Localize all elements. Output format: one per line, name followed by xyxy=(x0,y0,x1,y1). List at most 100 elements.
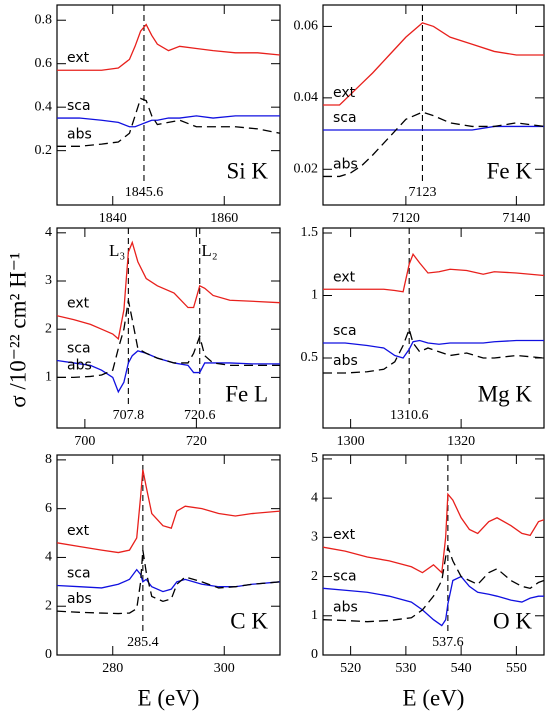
series-label: abs xyxy=(333,156,358,172)
x-tick-label: 300 xyxy=(214,661,235,676)
y-tick-label: 0 xyxy=(311,647,318,662)
series-line xyxy=(323,492,544,575)
y-tick-label: 1.5 xyxy=(301,225,319,240)
y-tick-label: 8 xyxy=(45,452,52,467)
plot-frame xyxy=(322,227,545,429)
series-label: ext xyxy=(67,50,90,66)
edge-label: 285.4 xyxy=(127,635,159,650)
y-tick-label: 0.02 xyxy=(294,162,319,177)
edge-label: 707.8 xyxy=(113,408,145,423)
series-label: ext xyxy=(333,527,356,543)
series-label: sca xyxy=(67,341,91,357)
series-label: ext xyxy=(67,523,90,539)
y-tick-label: 4 xyxy=(311,490,318,505)
y-axis-label: σ /10⁻²² cm² H⁻¹ xyxy=(5,252,30,408)
y-tick-label: 0.04 xyxy=(294,90,319,105)
x-tick-label: 720 xyxy=(186,434,207,449)
series-label: sca xyxy=(67,565,91,581)
panel: 0 1 2 3 4 5 520 530 540 550 537.6 ext sca abs O K E (eV… xyxy=(311,451,545,710)
x-tick-label: 7120 xyxy=(392,211,420,226)
edge-label: 1310.6 xyxy=(390,408,429,423)
y-tick-label: 1 xyxy=(311,608,318,623)
plot-frame xyxy=(322,454,545,656)
series-line xyxy=(323,125,544,131)
plot-frame xyxy=(56,454,281,656)
series-line xyxy=(323,111,544,178)
series-line xyxy=(57,240,280,341)
panel: 0 2 4 6 8 280 300 285.4 ext sca abs C K E (eV) xyxy=(45,452,281,710)
x-tick-label: 1860 xyxy=(210,211,238,226)
series-label: sca xyxy=(333,323,357,339)
y-tick-label: 4 xyxy=(45,550,52,565)
x-tick-label: 280 xyxy=(102,661,123,676)
y-tick-label: 2 xyxy=(311,569,318,584)
series-line xyxy=(57,469,280,554)
series-line xyxy=(57,550,280,615)
y-tick-label: 0.8 xyxy=(35,12,53,27)
x-axis-label: E (eV) xyxy=(138,685,200,710)
y-tick-label: 0.5 xyxy=(301,350,319,365)
y-tick-label: 0.2 xyxy=(35,143,53,158)
x-tick-label: 540 xyxy=(451,661,472,676)
y-tick-label: 0 xyxy=(45,647,52,662)
edge-label: 720.6 xyxy=(184,408,216,423)
series-line xyxy=(57,300,280,379)
x-tick-label: 1300 xyxy=(337,434,365,449)
series-line xyxy=(57,23,280,71)
series-label: ext xyxy=(67,296,90,312)
series-label: sca xyxy=(333,110,357,126)
panel-label: C K xyxy=(230,608,268,633)
y-tick-label: 3 xyxy=(311,530,318,545)
edge-name: L₂ xyxy=(201,241,217,260)
y-tick-label: 6 xyxy=(45,501,52,516)
series-line xyxy=(57,115,280,128)
series-label: abs xyxy=(67,126,92,142)
series-line xyxy=(323,575,544,627)
series-label: sca xyxy=(333,568,357,584)
x-axis-label: E (eV) xyxy=(403,685,465,710)
y-tick-label: 0.6 xyxy=(35,56,53,71)
x-tick-label: 520 xyxy=(340,661,361,676)
panel: 0.02 0.04 0.06 7120 7140 7123 ext sca abs Fe K xyxy=(294,4,545,226)
plot-frame xyxy=(56,227,281,429)
panel: 0.2 0.4 0.6 0.8 1840 1860 1845.6 ext sca abs Si K xyxy=(35,4,281,226)
series-label: ext xyxy=(333,85,356,101)
y-tick-label: 0.4 xyxy=(35,99,53,114)
y-tick-label: 5 xyxy=(311,451,318,466)
series-label: ext xyxy=(333,269,356,285)
x-tick-label: 1840 xyxy=(99,211,127,226)
series-line xyxy=(323,22,544,106)
series-line xyxy=(323,252,544,293)
y-tick-label: 0.06 xyxy=(294,19,319,34)
edge-label: 7123 xyxy=(408,185,436,200)
panel-label: O K xyxy=(493,608,532,633)
x-tick-label: 7140 xyxy=(502,211,530,226)
series-line xyxy=(323,544,544,623)
y-tick-label: 4 xyxy=(45,225,52,240)
y-tick-label: 2 xyxy=(45,598,52,613)
series-label: abs xyxy=(333,600,358,616)
x-tick-label: 550 xyxy=(506,661,527,676)
y-tick-label: 3 xyxy=(45,273,52,288)
series-line xyxy=(57,97,280,147)
edge-label: 1845.6 xyxy=(125,185,164,200)
x-tick-label: 530 xyxy=(395,661,416,676)
edge-label: 537.6 xyxy=(432,635,464,650)
edge-name: L₃ xyxy=(109,241,125,260)
series-line xyxy=(323,339,544,359)
panel: 0.5 1 1.5 1300 1320 1310.6 ext sca abs Mg K xyxy=(301,225,545,449)
y-tick-label: 1 xyxy=(311,288,318,303)
y-tick-label: 1 xyxy=(45,370,52,385)
plot-frame xyxy=(56,4,281,206)
series-label: sca xyxy=(67,98,91,114)
series-label: abs xyxy=(333,353,358,369)
x-tick-label: 700 xyxy=(74,434,95,449)
panel-label: Mg K xyxy=(478,381,533,406)
series-label: abs xyxy=(67,357,92,373)
panel-label: Fe K xyxy=(487,158,533,183)
y-tick-label: 2 xyxy=(45,321,52,336)
series-line xyxy=(57,568,280,593)
series-label: abs xyxy=(67,591,92,607)
